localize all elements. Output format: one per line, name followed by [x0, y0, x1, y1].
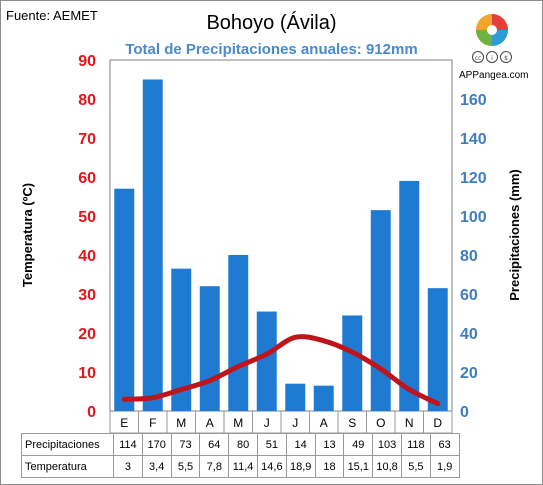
right-tick-label: 40: [460, 326, 478, 343]
table-row: Temperatura 3 3,4 5,5 7,8 11,4 14,6 18,9 18 15,1…: [21, 455, 460, 478]
table-cell: 13: [314, 433, 345, 456]
right-tick-label: 120: [460, 170, 487, 187]
svg-text:$: $: [504, 55, 508, 62]
chart-subtitle: Total de Precipitaciones anuales: 912mm: [125, 41, 418, 58]
table-row: Precipitaciones 114 170 73 64 80 51 14 13 49 103 1…: [21, 433, 460, 456]
left-axis-title: Temperatura (ºC): [20, 183, 35, 287]
month-label: F: [149, 416, 156, 430]
row-header-temperature: Temperatura: [21, 455, 114, 478]
precipitation-bar: [342, 315, 363, 411]
table-cell: 51: [256, 433, 287, 456]
table-cell: 5,5: [400, 455, 431, 478]
table-cell: 15,1: [343, 455, 374, 478]
left-tick-label: 0: [87, 404, 96, 421]
precipitation-bar: [285, 383, 306, 411]
month-label: S: [348, 416, 356, 430]
right-tick-label: 100: [460, 209, 487, 226]
right-tick-label: 20: [460, 365, 478, 382]
table-cell: 18,9: [285, 455, 316, 478]
svg-text:i: i: [491, 55, 493, 62]
table-cell: 11,4: [228, 455, 258, 478]
by-icon: [486, 51, 498, 63]
month-label: D: [433, 416, 442, 430]
right-tick-label: 160: [460, 92, 487, 109]
left-tick-label: 30: [78, 287, 96, 304]
precipitation-bar: [114, 188, 135, 411]
table-cell: 3,4: [141, 455, 172, 478]
precipitation-bar: [228, 255, 249, 411]
table-cell: 170: [141, 433, 172, 456]
table-cell: 49: [343, 433, 374, 456]
appangea-logo: cc i $: [472, 14, 512, 63]
precipitation-bar: [313, 385, 334, 411]
right-axis-ticks: 0 20 40 60 80 100 120 140 160: [460, 92, 487, 421]
table-cell: 118: [400, 433, 431, 456]
right-axis-title: Precipitaciones (mm): [507, 169, 522, 301]
left-tick-label: 50: [78, 209, 96, 226]
right-tick-label: 80: [460, 248, 478, 265]
precipitation-bar: [370, 210, 391, 411]
table-cell: 64: [199, 433, 230, 456]
logo-text: APPangea.com: [459, 70, 529, 81]
table-cell: 14,6: [256, 455, 287, 478]
temperature-line-path: [121, 334, 441, 407]
data-table: Precipitaciones 114 170 73 64 80 51 14 13 49 103 1…: [21, 433, 460, 478]
table-cell: 5,5: [170, 455, 201, 478]
chart-title: Bohoyo (Ávila): [206, 12, 337, 34]
month-label: E: [120, 416, 128, 430]
precipitation-bar: [199, 286, 220, 411]
table-cell: 10,8: [372, 455, 402, 478]
table-cell: 3: [113, 455, 143, 478]
table-cell: 103: [372, 433, 402, 456]
month-label: J: [292, 416, 298, 430]
month-label: A: [320, 416, 328, 430]
temperature-line: [121, 334, 441, 407]
table-cell: 73: [170, 433, 201, 456]
right-tick-label: 0: [460, 404, 469, 421]
left-axis-ticks: 0 10 20 30 40 50 60 70 80 90: [78, 53, 96, 421]
svg-text:cc: cc: [475, 55, 482, 62]
month-label: O: [376, 416, 385, 430]
table-cell: 7,8: [199, 455, 230, 478]
precipitation-bar: [427, 288, 448, 411]
month-label: M: [233, 416, 243, 430]
precipitation-bar: [256, 311, 277, 411]
nc-icon: [500, 51, 512, 63]
month-label: N: [405, 416, 414, 430]
left-tick-label: 60: [78, 170, 96, 187]
table-cell: 1,9: [429, 455, 460, 478]
left-tick-label: 90: [78, 53, 96, 70]
left-tick-label: 40: [78, 248, 96, 265]
table-cell: 63: [429, 433, 460, 456]
table-cell: 80: [228, 433, 258, 456]
cc-icon: [472, 51, 484, 63]
table-cell: 14: [285, 433, 316, 456]
right-tick-label: 140: [460, 131, 487, 148]
month-label: M: [176, 416, 186, 430]
table-cell: 114: [113, 433, 143, 456]
precipitation-bar: [399, 180, 420, 411]
right-tick-label: 60: [460, 287, 478, 304]
month-label: A: [206, 416, 214, 430]
left-tick-label: 70: [78, 131, 96, 148]
left-tick-label: 80: [78, 92, 96, 109]
precipitation-bar: [171, 268, 192, 411]
source-label: Fuente: AEMET: [6, 8, 98, 23]
row-header-precipitation: Precipitaciones: [21, 433, 114, 456]
table-cell: 18: [314, 455, 345, 478]
precipitation-bar: [142, 79, 163, 411]
left-tick-label: 20: [78, 326, 96, 343]
precipitation-bars: [114, 79, 448, 411]
left-tick-label: 10: [78, 365, 96, 382]
month-label: J: [264, 416, 270, 430]
